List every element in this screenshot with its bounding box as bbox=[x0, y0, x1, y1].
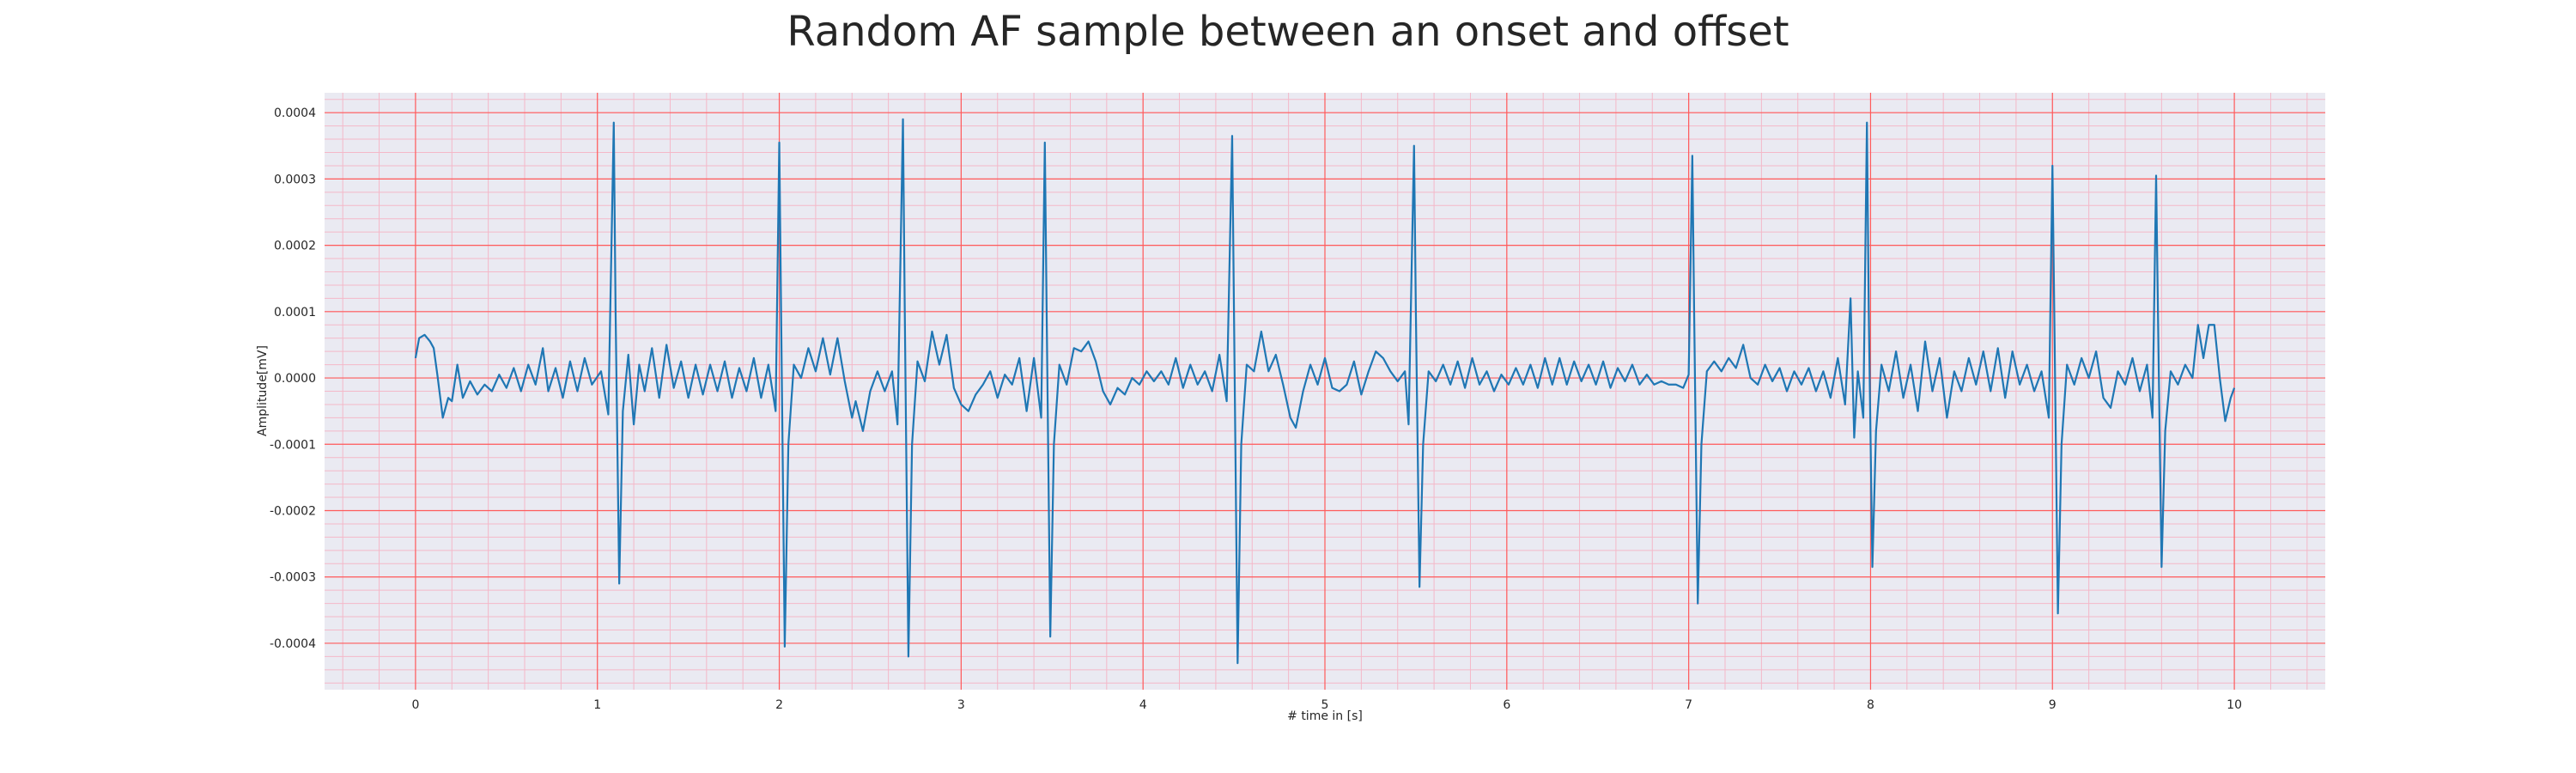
x-tick-label: 0 bbox=[411, 698, 419, 712]
y-tick-label: -0.0003 bbox=[270, 571, 316, 585]
ecg-signal-line bbox=[414, 118, 2236, 665]
x-axis-ticks: 0 1 2 3 4 5 6 7 8 9 10 bbox=[411, 698, 2242, 712]
y-axis-label: Amplitude[mV] bbox=[256, 345, 270, 436]
chart-title: Random AF sample between an onset and of… bbox=[787, 8, 1789, 56]
x-tick-label: 4 bbox=[1139, 698, 1147, 712]
x-tick-label: 6 bbox=[1503, 698, 1510, 712]
y-tick-label: 0.0004 bbox=[274, 107, 316, 120]
major-grid bbox=[325, 93, 2325, 690]
y-axis-ticks: -0.0004 -0.0003 -0.0002 -0.0001 0.0000 0.0001… bbox=[270, 107, 316, 651]
x-tick-label: 3 bbox=[957, 698, 965, 712]
y-tick-label: -0.0001 bbox=[270, 438, 316, 452]
y-tick-label: 0.0000 bbox=[274, 372, 316, 386]
x-tick-label: 10 bbox=[2227, 698, 2242, 712]
x-tick-label: 7 bbox=[1685, 698, 1692, 712]
y-tick-label: 0.0002 bbox=[274, 240, 316, 253]
x-axis-label: # time in [s] bbox=[1287, 709, 1363, 723]
x-tick-label: 2 bbox=[775, 698, 783, 712]
y-tick-label: 0.0001 bbox=[274, 306, 316, 320]
y-tick-label: -0.0002 bbox=[270, 505, 316, 519]
x-tick-label: 8 bbox=[1867, 698, 1874, 712]
x-tick-label: 1 bbox=[593, 698, 601, 712]
x-tick-label: 9 bbox=[2049, 698, 2057, 712]
y-tick-label: -0.0004 bbox=[270, 637, 316, 651]
y-tick-label: 0.0003 bbox=[274, 173, 316, 186]
x-tick-label: 5 bbox=[1321, 698, 1329, 712]
